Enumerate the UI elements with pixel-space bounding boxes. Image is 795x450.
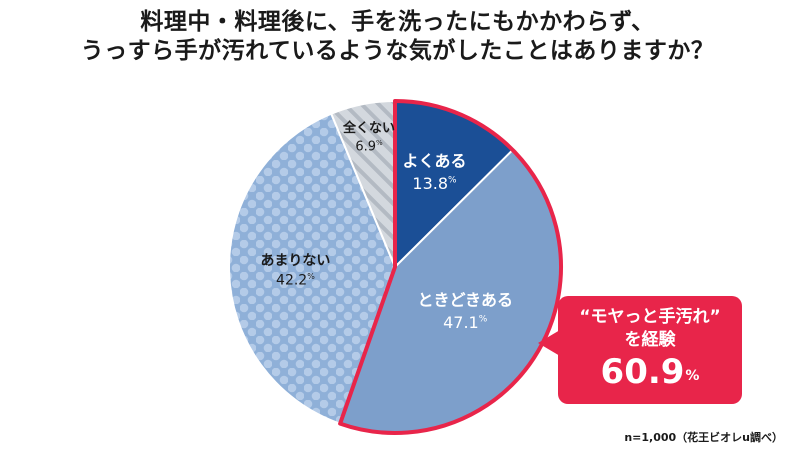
slice-label-rarely: あまりない <box>260 253 330 269</box>
chart-title-line2: うっすら手が汚れているような気がしたことはありますか？ <box>80 38 715 64</box>
callout-label-line2: を経験 <box>624 330 676 350</box>
callout-value: 60.9% <box>558 352 742 392</box>
callout-value-unit: % <box>685 368 700 384</box>
highlight-outline <box>338 99 563 435</box>
slice-label-sometimes: ときどきある <box>417 291 513 310</box>
slice-value-often: 13.8% <box>412 174 457 193</box>
chart-title: 料理中・料理後に、手を洗ったにもかかわらず、 うっすら手が汚れているような気がし… <box>0 8 795 66</box>
callout-label-line1: “モヤっと手汚れ” <box>579 307 721 327</box>
slice-label-never: 全くない <box>342 120 395 136</box>
callout-pointer <box>538 330 560 356</box>
slice-label-often: よくある <box>403 151 467 170</box>
source-note: n=1,000（花王ビオレu調べ） <box>624 431 783 444</box>
chart-title-line1: 料理中・料理後に、手を洗ったにもかかわらず、 <box>140 9 655 35</box>
slice-value-rarely: 42.2% <box>276 272 315 289</box>
slice-value-sometimes: 47.1% <box>443 313 488 332</box>
pie-slice-rarely <box>228 112 397 425</box>
summary-callout: “モヤっと手汚れ” を経験 60.9% <box>558 296 742 404</box>
callout-value-number: 60.9 <box>600 352 685 392</box>
